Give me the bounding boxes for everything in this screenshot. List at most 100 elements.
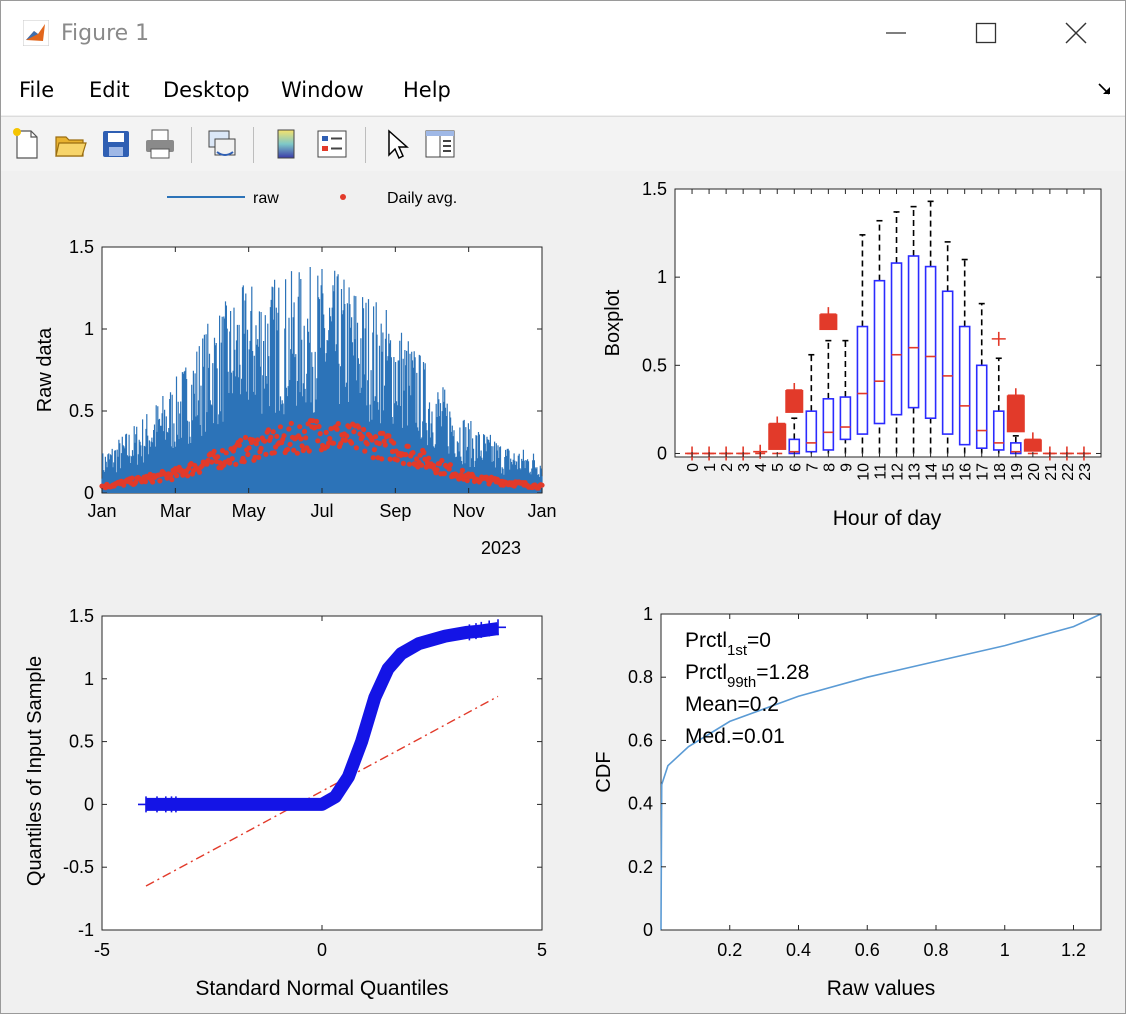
daily-avg-point xyxy=(241,459,247,465)
box-rect xyxy=(958,325,971,446)
daily-avg-point xyxy=(254,437,261,443)
daily-avg-point xyxy=(215,454,221,460)
box-outlier xyxy=(1024,432,1041,447)
qq-ylabel: Quantiles of Input Sample xyxy=(24,656,46,886)
daily-avg-point xyxy=(281,433,287,439)
box-xtick-label: 4 xyxy=(753,463,770,472)
box-xtick-label: 7 xyxy=(804,463,821,472)
daily-avg-point xyxy=(335,421,341,427)
qq-sample-point xyxy=(481,620,498,637)
box-xtick-label: 0 xyxy=(685,463,702,472)
menu-window[interactable]: Window xyxy=(281,78,364,102)
raw-ylabel: Raw data xyxy=(34,327,56,412)
dock-figure-icon[interactable] xyxy=(1097,81,1113,97)
boxplot-xlabel: Hour of day xyxy=(833,507,942,530)
box-rect xyxy=(975,364,988,449)
pointer-icon[interactable] xyxy=(377,125,415,163)
new-file-icon[interactable] xyxy=(7,125,45,163)
box-xtick-label: 22 xyxy=(1060,463,1077,481)
legend-icon[interactable] xyxy=(313,125,351,163)
daily-avg-point xyxy=(426,455,432,461)
daily-avg-point xyxy=(387,456,393,462)
box-outlier-cluster xyxy=(1006,395,1025,433)
box-xtick-label: 14 xyxy=(924,463,941,481)
colorbar-icon[interactable] xyxy=(267,125,305,163)
box-xtick-label: 18 xyxy=(992,463,1009,481)
daily-avg-point xyxy=(346,424,352,430)
box-xtick-label: 23 xyxy=(1077,463,1094,481)
daily-avg-point xyxy=(386,433,392,439)
cdf-ytick-label: 0.2 xyxy=(628,857,653,877)
open-folder-icon[interactable] xyxy=(51,125,89,163)
daily-avg-point xyxy=(253,441,259,447)
box-xtick-label: 6 xyxy=(787,463,804,472)
raw-ytick-label: 1.5 xyxy=(69,237,94,257)
daily-avg-point xyxy=(270,429,276,435)
link-plot-icon[interactable] xyxy=(203,125,241,163)
cdf-ylabel: CDF xyxy=(593,751,615,792)
daily-avg-point xyxy=(223,450,229,456)
box-xtick-label: 21 xyxy=(1043,463,1060,481)
menu-edit[interactable]: Edit xyxy=(89,78,130,102)
print-icon[interactable] xyxy=(141,125,179,163)
daily-avg-point xyxy=(382,442,388,448)
qq-ytick-label: 1.5 xyxy=(69,606,94,626)
daily-avg-point xyxy=(327,435,333,442)
daily-avg-point xyxy=(362,448,368,454)
box-outlier-cluster xyxy=(785,390,804,413)
daily-avg-point xyxy=(238,437,244,443)
close-button[interactable] xyxy=(1031,1,1121,65)
box-rect xyxy=(992,410,1005,451)
daily-avg-point xyxy=(291,447,297,453)
box-rect xyxy=(805,410,818,453)
daily-avg-point xyxy=(299,443,305,449)
cdf-annotation-base: Prctl xyxy=(685,661,727,684)
property-editor-icon[interactable] xyxy=(421,125,459,163)
box-rect xyxy=(839,396,852,441)
daily-avg-point xyxy=(373,434,379,440)
box-rect xyxy=(856,325,869,435)
daily-avg-point xyxy=(288,420,294,426)
daily-avg-point xyxy=(342,437,349,443)
cdf-xtick-label: 0.6 xyxy=(855,940,880,960)
menu-help[interactable]: Help xyxy=(403,78,451,102)
legend-daily-label: Daily avg. xyxy=(387,190,457,207)
cdf-ytick-label: 0.4 xyxy=(628,794,653,814)
daily-avg-point xyxy=(317,431,323,437)
qq-ytick-label: 0 xyxy=(84,794,94,814)
box-xtick-label: 2 xyxy=(719,463,736,472)
minimize-icon xyxy=(886,32,906,34)
cdf-axes: 0 0.2 0.4 0.6 0.8 1 0.2 0.4 0.6 0.8 1 1.2 CDF Raw v… xyxy=(593,604,1102,1000)
daily-avg-point xyxy=(197,469,203,475)
daily-avg-point xyxy=(334,426,340,432)
minimize-button[interactable] xyxy=(851,1,941,65)
daily-avg-point xyxy=(400,460,406,466)
qq-ytick-label: 1 xyxy=(84,669,94,689)
toolbar-separator xyxy=(253,127,254,163)
box-rect xyxy=(924,265,937,420)
cdf-annotation-base: Prctl xyxy=(685,629,727,652)
daily-avg-point xyxy=(271,450,277,456)
daily-avg-point xyxy=(209,459,215,465)
title-bar: Figure 1 xyxy=(1,1,1125,65)
menu-desktop[interactable]: Desktop xyxy=(163,78,250,102)
menu-file[interactable]: File xyxy=(19,78,55,102)
daily-avg-point xyxy=(301,428,308,434)
daily-avg-point xyxy=(242,434,249,441)
qq-xlabel: Standard Normal Quantiles xyxy=(195,977,448,1000)
cdf-annotation: Prctl1st=0 xyxy=(685,629,771,659)
box-xtick-label: 10 xyxy=(855,463,872,481)
daily-avg-point xyxy=(306,448,312,454)
maximize-button[interactable] xyxy=(941,1,1031,65)
daily-avg-point xyxy=(286,426,292,432)
cdf-ytick-label: 0.6 xyxy=(628,730,653,750)
box-xtick-label: 13 xyxy=(907,463,924,481)
box-xtick-label: 3 xyxy=(736,463,753,472)
box-outlier xyxy=(820,307,837,322)
daily-avg-point xyxy=(185,473,191,479)
box-outlier xyxy=(991,331,1006,346)
save-icon[interactable] xyxy=(97,125,135,163)
daily-avg-point xyxy=(405,443,411,449)
cdf-annotation: Prctl99th=1.28 xyxy=(685,661,809,691)
cdf-ytick-label: 1 xyxy=(643,604,653,624)
